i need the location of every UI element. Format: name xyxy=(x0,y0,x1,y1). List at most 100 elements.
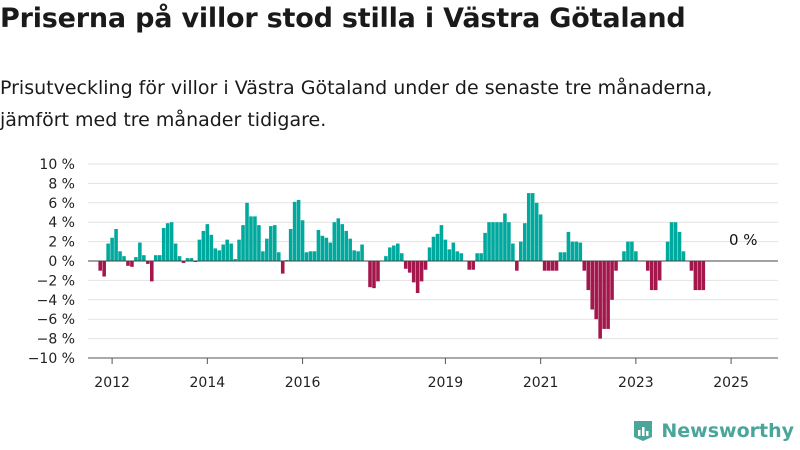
bar xyxy=(574,241,579,261)
bar xyxy=(110,237,114,261)
x-tick-label: 2014 xyxy=(190,375,226,391)
bar xyxy=(376,261,380,282)
bar xyxy=(435,233,440,261)
bar xyxy=(122,256,126,261)
bar xyxy=(503,213,507,261)
bar xyxy=(622,251,626,261)
bar xyxy=(538,214,543,261)
bar xyxy=(499,222,503,261)
bar xyxy=(316,229,321,261)
last-value-annotation: 0 % xyxy=(729,231,758,249)
bar xyxy=(689,261,694,271)
bar xyxy=(126,261,130,266)
bar xyxy=(507,222,511,261)
newsworthy-logo: Newsworthy xyxy=(631,418,794,444)
bar xyxy=(292,201,297,261)
bars xyxy=(98,193,706,339)
bar xyxy=(114,228,118,261)
bar xyxy=(245,202,249,261)
x-tick-label: 2023 xyxy=(618,375,654,391)
y-tick-label: −4 % xyxy=(37,293,75,309)
bar xyxy=(157,255,162,261)
bar xyxy=(669,222,674,261)
bar xyxy=(304,252,309,261)
bar xyxy=(280,261,285,274)
bar xyxy=(169,222,174,261)
bar xyxy=(519,241,523,261)
bar xyxy=(570,241,575,261)
bar xyxy=(288,228,293,261)
bar xyxy=(396,243,400,261)
bar xyxy=(360,244,364,261)
chart-title: Priserna på villor stod stilla i Västra … xyxy=(0,3,686,34)
bar xyxy=(657,261,662,281)
bar xyxy=(491,222,495,261)
bar xyxy=(407,261,412,273)
bar xyxy=(173,243,178,261)
bar xyxy=(308,251,313,261)
bar xyxy=(197,239,202,261)
bar xyxy=(415,261,420,294)
y-axis-ticks: 10 % 8 % 6 % 4 % 2 % 0 % −2 % −4 % −6 % −8 % −10 % xyxy=(28,157,75,367)
bar xyxy=(344,230,348,261)
bar xyxy=(439,225,444,261)
bar xyxy=(590,261,594,310)
bar xyxy=(594,261,598,320)
bar xyxy=(241,225,245,261)
bar xyxy=(530,193,535,261)
bar xyxy=(98,261,102,271)
bar xyxy=(455,251,460,261)
bar xyxy=(614,261,618,271)
bar xyxy=(562,252,567,261)
bar xyxy=(138,242,142,261)
bar xyxy=(630,241,634,261)
bar xyxy=(677,231,682,261)
y-tick-label: 2 % xyxy=(48,235,75,251)
bar xyxy=(511,243,515,261)
x-tick-label: 2016 xyxy=(285,375,321,391)
bar xyxy=(427,247,432,261)
bar xyxy=(118,251,122,261)
bar xyxy=(233,259,237,261)
bar xyxy=(273,225,277,261)
bar xyxy=(205,224,210,261)
bar xyxy=(471,261,475,270)
bar xyxy=(526,193,531,261)
bar xyxy=(443,239,448,261)
bar xyxy=(102,261,106,277)
bar xyxy=(372,261,376,289)
bar xyxy=(328,242,333,261)
bar xyxy=(411,261,416,283)
x-tick-label: 2019 xyxy=(428,375,464,391)
y-tick-label: −8 % xyxy=(37,332,75,348)
bar xyxy=(522,223,527,261)
y-tick-label: −6 % xyxy=(37,312,75,328)
bar xyxy=(495,222,499,261)
bar xyxy=(320,235,325,261)
bar xyxy=(185,258,190,261)
newsworthy-logo-icon xyxy=(634,421,653,441)
bar xyxy=(249,216,253,261)
x-tick-label: 2025 xyxy=(713,375,749,391)
y-tick-label: 0 % xyxy=(48,254,75,270)
x-tick-label: 2012 xyxy=(94,375,130,391)
bar xyxy=(356,251,360,261)
bar xyxy=(189,258,194,261)
bar xyxy=(447,249,452,261)
bar xyxy=(582,261,587,271)
bar xyxy=(653,261,658,291)
bar xyxy=(352,250,356,261)
bar xyxy=(269,226,273,261)
bar xyxy=(225,239,229,261)
bar xyxy=(419,261,424,282)
bar xyxy=(459,253,464,261)
bar xyxy=(134,257,138,261)
bar xyxy=(146,261,150,264)
bar xyxy=(265,238,269,261)
bar xyxy=(217,250,222,261)
bar xyxy=(213,248,218,261)
bar xyxy=(578,242,583,261)
bar xyxy=(324,237,329,261)
bar xyxy=(598,261,602,339)
